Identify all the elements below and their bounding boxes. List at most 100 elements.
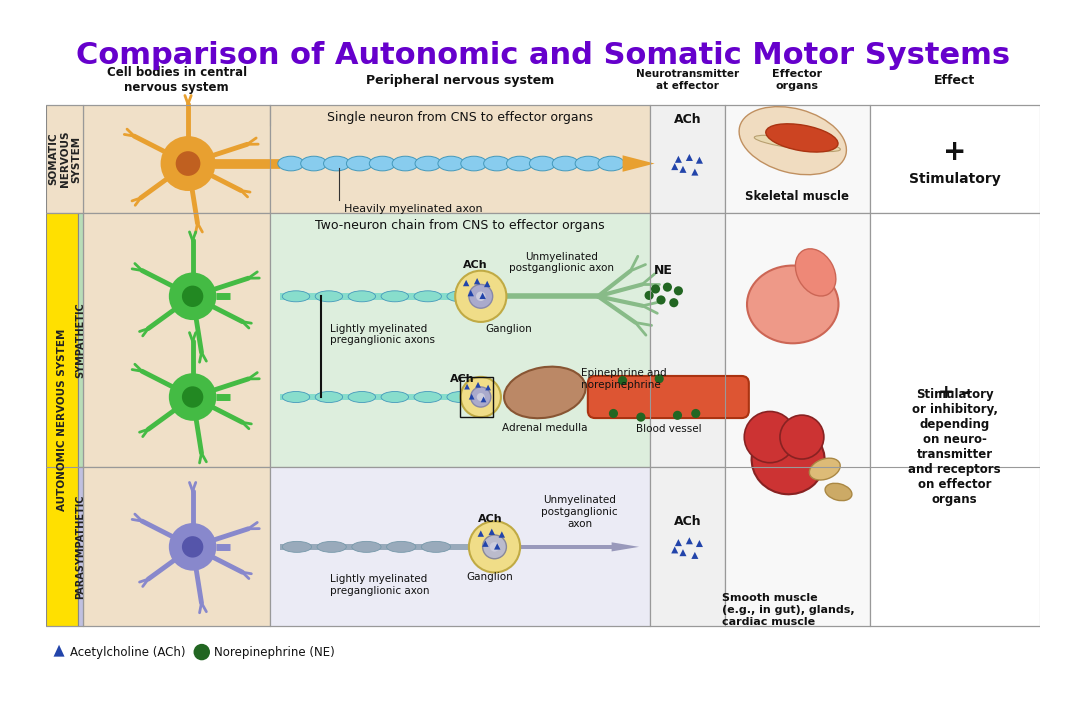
Polygon shape <box>611 542 639 551</box>
Bar <box>870 105 1039 213</box>
Text: Stimulatory: Stimulatory <box>909 172 1000 186</box>
Text: Effector
organs: Effector organs <box>772 70 822 91</box>
Circle shape <box>168 373 216 421</box>
Text: Epinephrine and
norepinephrine: Epinephrine and norepinephrine <box>581 368 667 390</box>
Polygon shape <box>481 396 487 402</box>
Ellipse shape <box>414 291 441 302</box>
Bar <box>651 213 725 467</box>
Text: Unmyelinated
postganglionic
axon: Unmyelinated postganglionic axon <box>541 496 618 529</box>
Polygon shape <box>686 154 693 161</box>
Polygon shape <box>671 163 679 170</box>
Polygon shape <box>476 382 481 388</box>
Text: PARASYMPATHETIC: PARASYMPATHETIC <box>76 495 86 599</box>
Ellipse shape <box>317 541 346 553</box>
Ellipse shape <box>315 391 343 403</box>
Ellipse shape <box>506 156 533 171</box>
Ellipse shape <box>598 156 624 171</box>
Ellipse shape <box>740 106 846 175</box>
Ellipse shape <box>282 541 312 553</box>
Text: Stimulatory
or inhibitory,
depending
on neuro-
transmitter
and receptors
on effe: Stimulatory or inhibitory, depending on … <box>908 388 1001 506</box>
Ellipse shape <box>576 156 602 171</box>
Ellipse shape <box>447 391 475 403</box>
Bar <box>651 105 725 213</box>
Bar <box>270 105 651 213</box>
Polygon shape <box>469 394 475 400</box>
Circle shape <box>470 387 491 407</box>
Circle shape <box>490 542 500 552</box>
Text: Neurotransmitter
at effector: Neurotransmitter at effector <box>636 70 740 91</box>
Text: Lightly myelinated
preganglionic axons: Lightly myelinated preganglionic axons <box>330 324 434 346</box>
Bar <box>459 377 493 417</box>
Polygon shape <box>473 278 480 284</box>
Circle shape <box>609 409 618 418</box>
Ellipse shape <box>795 249 836 296</box>
Bar <box>279 543 469 550</box>
Ellipse shape <box>369 156 395 171</box>
Ellipse shape <box>438 156 464 171</box>
Ellipse shape <box>421 541 451 553</box>
Ellipse shape <box>315 291 343 302</box>
Text: Ganglion: Ganglion <box>485 324 532 334</box>
Text: NE: NE <box>655 264 673 277</box>
Polygon shape <box>494 543 501 550</box>
Circle shape <box>673 287 683 296</box>
Circle shape <box>656 296 666 305</box>
Ellipse shape <box>809 458 841 480</box>
Polygon shape <box>489 529 495 535</box>
Circle shape <box>651 284 660 294</box>
Ellipse shape <box>747 265 838 344</box>
Circle shape <box>669 298 679 307</box>
Text: ACh: ACh <box>451 374 475 384</box>
Bar <box>270 213 651 467</box>
Text: ACh: ACh <box>463 260 488 270</box>
Ellipse shape <box>381 291 408 302</box>
Polygon shape <box>468 290 473 296</box>
Polygon shape <box>674 539 682 546</box>
Ellipse shape <box>752 426 824 494</box>
Ellipse shape <box>415 156 441 171</box>
Bar <box>725 213 870 627</box>
Polygon shape <box>680 166 686 173</box>
Ellipse shape <box>278 156 304 171</box>
Text: Peripheral nervous system: Peripheral nervous system <box>366 74 554 87</box>
Ellipse shape <box>381 391 408 403</box>
Ellipse shape <box>392 156 418 171</box>
Polygon shape <box>485 384 491 391</box>
Ellipse shape <box>529 156 556 171</box>
Circle shape <box>482 535 506 559</box>
Text: SYMPATHETIC: SYMPATHETIC <box>76 302 86 378</box>
Circle shape <box>618 376 628 385</box>
Bar <box>270 467 651 627</box>
Text: Comparison of Autonomic and Somatic Motor Systems: Comparison of Autonomic and Somatic Moto… <box>76 41 1010 70</box>
Ellipse shape <box>755 135 841 151</box>
Text: + –: + – <box>938 383 971 402</box>
Text: Smooth muscle
(e.g., in gut), glands,
cardiac muscle: Smooth muscle (e.g., in gut), glands, ca… <box>722 593 855 627</box>
Circle shape <box>182 386 203 408</box>
Bar <box>78 213 83 467</box>
Ellipse shape <box>766 124 838 152</box>
Ellipse shape <box>301 156 327 171</box>
Circle shape <box>168 272 216 320</box>
FancyBboxPatch shape <box>588 376 749 418</box>
Bar <box>83 213 270 467</box>
Circle shape <box>182 536 203 558</box>
Polygon shape <box>463 279 469 287</box>
Ellipse shape <box>504 367 585 418</box>
Ellipse shape <box>349 391 376 403</box>
Text: Cell bodies in central
nervous system: Cell bodies in central nervous system <box>106 66 247 94</box>
Circle shape <box>161 136 215 191</box>
Text: ACh: ACh <box>478 515 502 524</box>
Polygon shape <box>692 168 698 175</box>
Text: Skeletal muscle: Skeletal muscle <box>745 190 849 203</box>
Text: Adrenal medulla: Adrenal medulla <box>502 422 588 433</box>
Ellipse shape <box>282 391 310 403</box>
Bar <box>47 105 83 213</box>
Polygon shape <box>680 549 686 556</box>
Circle shape <box>182 286 203 307</box>
Circle shape <box>636 413 645 422</box>
Polygon shape <box>696 157 703 164</box>
Text: Two-neuron chain from CNS to effector organs: Two-neuron chain from CNS to effector or… <box>315 219 605 232</box>
Ellipse shape <box>387 541 416 553</box>
Bar <box>870 213 1039 627</box>
Circle shape <box>673 410 682 420</box>
